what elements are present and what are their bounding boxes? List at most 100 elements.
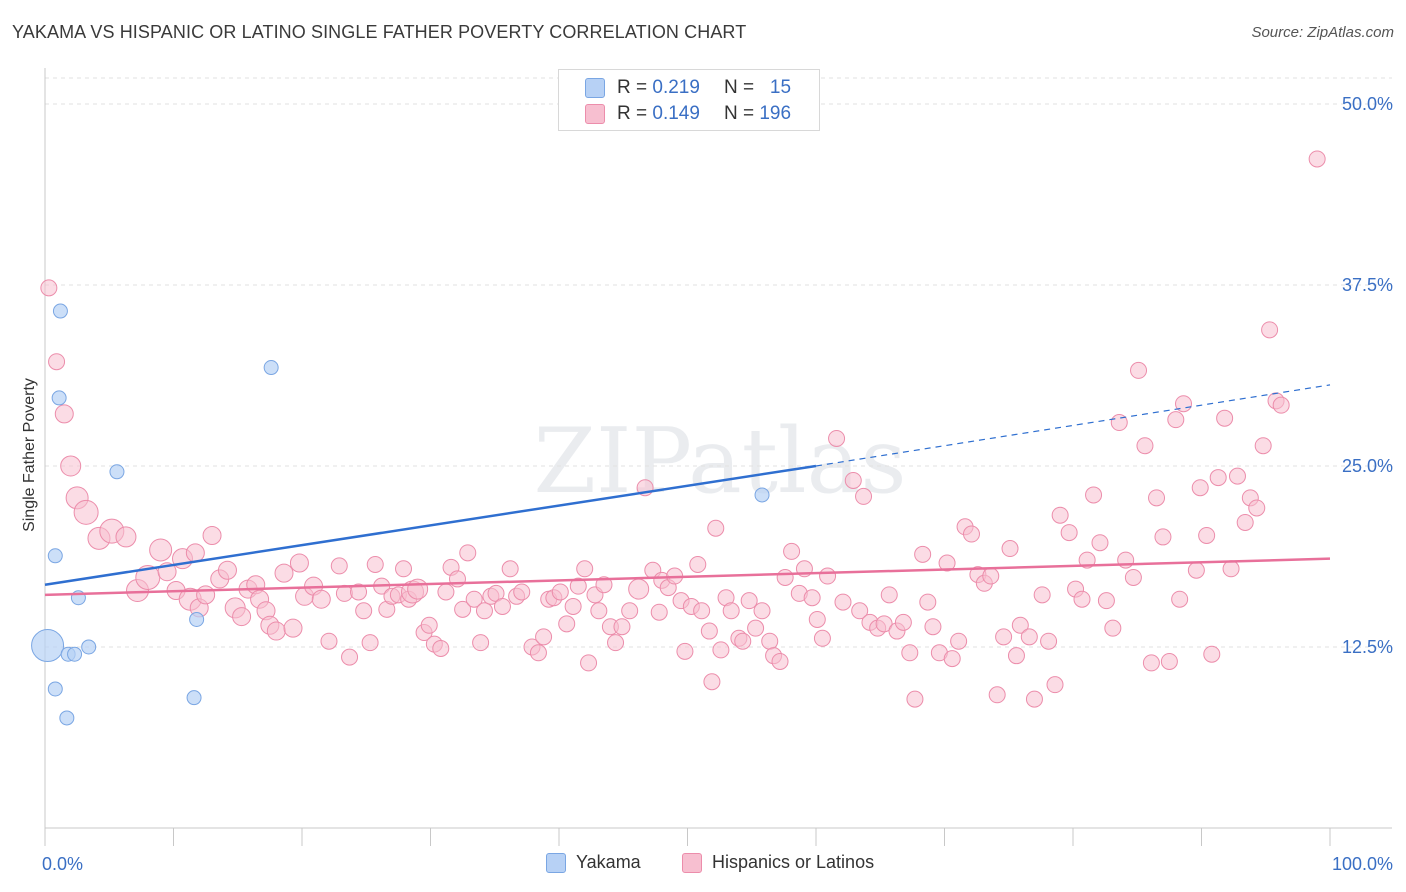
legend-r-value: 0.219 bbox=[652, 77, 700, 98]
legend-r-label: R = bbox=[617, 77, 648, 98]
hispanic-point bbox=[580, 654, 598, 672]
y-tick-label: 25.0% bbox=[1342, 456, 1393, 476]
yakama-points bbox=[31, 303, 770, 726]
hispanic-point bbox=[60, 455, 82, 477]
hispanic-point bbox=[40, 279, 58, 297]
yakama-point bbox=[67, 646, 83, 662]
bottom-legend-hispanic: Hispanics or Latinos bbox=[682, 852, 874, 873]
legend-n-label: N = bbox=[723, 77, 755, 98]
hispanic-point bbox=[283, 618, 303, 638]
hispanic-point bbox=[740, 592, 758, 610]
x-tick-label: 0.0% bbox=[42, 854, 83, 874]
hispanic-point bbox=[576, 560, 594, 578]
hispanic-point bbox=[761, 632, 779, 650]
hispanic-point bbox=[1073, 590, 1091, 608]
hispanic-point bbox=[1097, 592, 1115, 610]
hispanic-point bbox=[217, 560, 237, 580]
hispanic-point bbox=[712, 641, 730, 659]
hispanic-point bbox=[607, 634, 625, 652]
yakama-trend-extension bbox=[815, 384, 1331, 467]
hispanic-point bbox=[551, 583, 569, 601]
hispanic-point bbox=[1272, 396, 1290, 414]
hispanic-point bbox=[407, 578, 429, 600]
chart-title: YAKAMA VS HISPANIC OR LATINO SINGLE FATH… bbox=[12, 22, 747, 42]
hispanic-point bbox=[813, 629, 831, 647]
hispanic-point bbox=[1011, 616, 1029, 634]
yakama-point bbox=[47, 548, 63, 564]
hispanic-point bbox=[1142, 654, 1160, 672]
hispanic-point bbox=[341, 648, 359, 666]
yakama-point bbox=[186, 690, 202, 706]
hispanic-point bbox=[689, 555, 707, 573]
yakama-point bbox=[52, 303, 68, 319]
hispanic-point bbox=[202, 525, 222, 545]
yakama-trend-line bbox=[44, 464, 817, 586]
hispanic-point bbox=[1198, 526, 1216, 544]
hispanic-point bbox=[320, 632, 338, 650]
hispanic-point bbox=[1136, 437, 1154, 455]
hispanic-point bbox=[650, 603, 668, 621]
axes bbox=[44, 68, 1392, 846]
hispanic-swatch bbox=[585, 104, 605, 124]
hispanic-point bbox=[590, 602, 608, 620]
hispanic-point bbox=[73, 499, 99, 525]
hispanic-point bbox=[919, 593, 937, 611]
yakama-point bbox=[109, 464, 125, 480]
hispanic-point bbox=[1130, 361, 1148, 379]
hispanic-point bbox=[703, 673, 721, 691]
hispanic-point bbox=[943, 650, 961, 668]
yakama-legend-label: Yakama bbox=[576, 852, 641, 872]
hispanic-point bbox=[289, 553, 309, 573]
legend-r-value: 0.149 bbox=[652, 103, 700, 124]
hispanic-point bbox=[330, 557, 348, 575]
yakama-point bbox=[189, 611, 205, 627]
y-tick-label: 50.0% bbox=[1342, 94, 1393, 114]
hispanic-point bbox=[350, 583, 368, 601]
hispanic-point bbox=[776, 568, 794, 586]
hispanic-point bbox=[420, 616, 438, 634]
hispanic-point bbox=[613, 618, 631, 636]
hispanic-point bbox=[311, 589, 331, 609]
hispanic-point bbox=[355, 602, 373, 620]
hispanic-point bbox=[1308, 150, 1326, 168]
hispanic-point bbox=[988, 686, 1006, 704]
hispanic-point bbox=[1085, 486, 1103, 504]
legend-n-value: 15 bbox=[769, 77, 792, 98]
hispanic-point bbox=[771, 652, 789, 670]
hispanic-point bbox=[48, 353, 66, 371]
hispanic-point bbox=[196, 585, 216, 605]
yakama-legend-swatch bbox=[546, 852, 566, 873]
hispanic-point bbox=[1033, 586, 1051, 604]
hispanic-point bbox=[894, 613, 912, 631]
hispanic-point bbox=[693, 602, 711, 620]
legend-n-label: N = bbox=[723, 103, 755, 124]
hispanic-point bbox=[783, 542, 801, 560]
hispanic-point bbox=[432, 639, 450, 657]
hispanic-point bbox=[1191, 479, 1209, 497]
hispanic-point bbox=[1040, 632, 1058, 650]
hispanic-point bbox=[851, 602, 869, 620]
y-tick-label: 12.5% bbox=[1342, 637, 1393, 657]
hispanic-point bbox=[1216, 409, 1234, 427]
source-label: Source: ZipAtlas.com bbox=[1251, 24, 1394, 41]
hispanic-point bbox=[880, 586, 898, 604]
bottom-legend-yakama: Yakama bbox=[546, 852, 641, 873]
yakama-point bbox=[51, 390, 67, 406]
hispanic-point bbox=[1160, 652, 1178, 670]
legend-n-value: 196 bbox=[759, 103, 792, 124]
hispanic-point bbox=[938, 554, 956, 572]
legend-row-yakama: R = 0.219 N = 15 bbox=[585, 76, 791, 100]
hispanic-point bbox=[722, 602, 740, 620]
hispanic-point bbox=[564, 597, 582, 615]
hispanic-point bbox=[1167, 411, 1185, 429]
hispanic-point bbox=[901, 644, 919, 662]
hispanic-point bbox=[493, 597, 511, 615]
hispanic-point bbox=[149, 538, 173, 562]
hispanic-point bbox=[747, 619, 765, 637]
hispanic-point bbox=[676, 642, 694, 660]
hispanic-point bbox=[962, 525, 980, 543]
hispanic-point bbox=[700, 622, 718, 640]
hispanic-point bbox=[529, 644, 547, 662]
hispanic-point bbox=[535, 628, 553, 646]
